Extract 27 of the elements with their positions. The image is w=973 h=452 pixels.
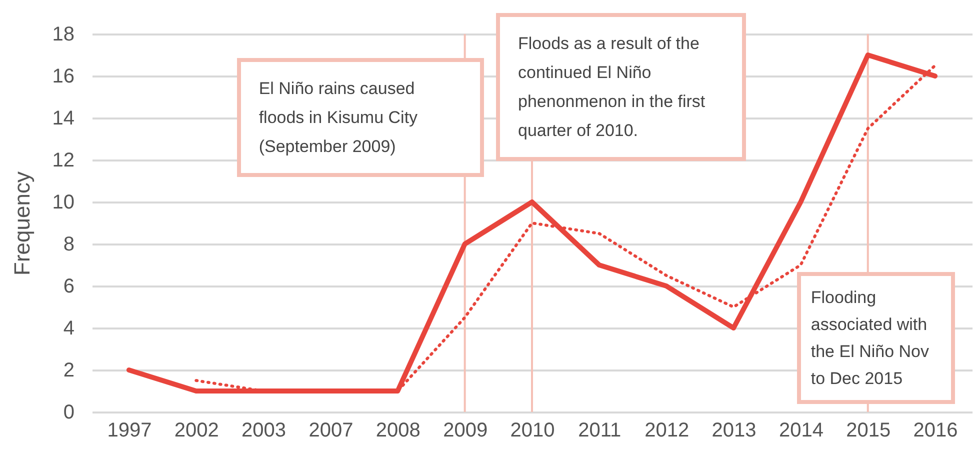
callout-box: Floods as a result of the continued El Niño phenonmenon in the first quarter of 2010. bbox=[496, 13, 746, 161]
x-tick-label: 2008 bbox=[376, 420, 420, 442]
x-tick-label: 2013 bbox=[712, 420, 756, 442]
x-tick-label: 2009 bbox=[443, 420, 488, 442]
y-tick-label: 12 bbox=[52, 150, 74, 172]
y-tick-label: 4 bbox=[63, 318, 74, 340]
y-tick-label: 18 bbox=[52, 24, 74, 46]
x-tick-label: 2003 bbox=[242, 420, 286, 442]
x-tick-label: 2014 bbox=[778, 420, 824, 442]
y-tick-label: 16 bbox=[52, 66, 74, 88]
x-tick-label: 2002 bbox=[174, 420, 219, 442]
y-tick-label: 2 bbox=[63, 360, 74, 382]
x-tick-label: 2010 bbox=[510, 420, 555, 442]
callout-box: El Niño rains caused floods in Kisumu City (September 2009) bbox=[236, 58, 484, 177]
x-tick-label: 2016 bbox=[913, 420, 958, 442]
y-tick-label: 10 bbox=[52, 192, 74, 214]
y-axis-title: Frequency bbox=[9, 172, 34, 276]
y-tick-label: 14 bbox=[52, 108, 74, 130]
x-tick-label: 2011 bbox=[578, 420, 622, 442]
y-tick-label: 6 bbox=[63, 276, 74, 298]
y-tick-label: 8 bbox=[63, 234, 74, 256]
x-tick-label: 1997 bbox=[107, 420, 152, 442]
x-tick-label: 2007 bbox=[308, 420, 354, 442]
callout-box: Flooding associated with the El Niño Nov to Dec 2015 bbox=[796, 272, 955, 404]
x-tick-label: 2012 bbox=[644, 420, 690, 442]
x-tick-label: 2015 bbox=[846, 420, 891, 442]
y-tick-label: 0 bbox=[63, 402, 74, 424]
